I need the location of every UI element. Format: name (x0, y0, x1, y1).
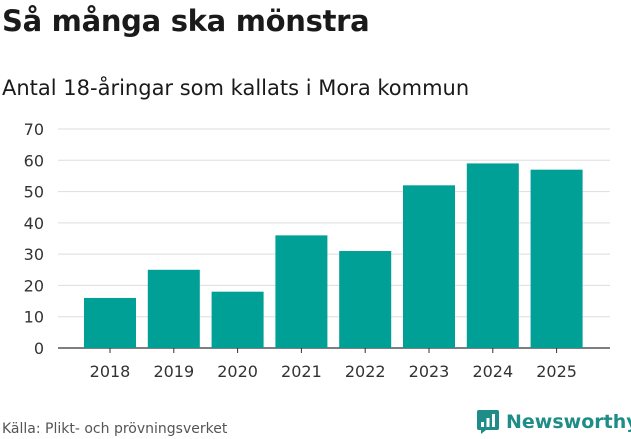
y-tick-label: 10 (24, 308, 44, 327)
y-tick-label: 30 (24, 245, 44, 264)
chart-subtitle: Antal 18-åringar som kallats i Mora komm… (2, 76, 470, 100)
x-tick-label: 2021 (281, 362, 322, 381)
gridlines (58, 128, 610, 349)
y-tick-label: 50 (24, 183, 44, 202)
chart-title: Så många ska mönstra (2, 4, 370, 38)
y-axis-ticks: 0 10 20 30 40 50 60 70 (24, 120, 44, 358)
y-tick-label: 0 (34, 339, 44, 358)
y-tick-label: 70 (24, 120, 44, 139)
y-tick-label: 40 (24, 214, 44, 233)
newsworthy-icon (477, 410, 499, 434)
bar-2019[interactable] (147, 269, 200, 348)
bar-2022[interactable] (339, 251, 392, 348)
bar-2020[interactable] (211, 291, 264, 348)
x-tick-label: 2022 (345, 362, 386, 381)
brand-name: Newsworthy (506, 411, 631, 433)
bar-2021[interactable] (275, 235, 328, 348)
bar-2024[interactable] (466, 163, 519, 348)
bar-2025[interactable] (530, 169, 583, 348)
x-tick-label: 2024 (472, 362, 513, 381)
x-axis-ticks: 2018 2019 2020 2021 2022 2023 2024 2025 (90, 348, 577, 381)
x-tick-label: 2020 (217, 362, 258, 381)
bar-2018[interactable] (84, 297, 136, 348)
bars (84, 163, 583, 348)
bar-2023[interactable] (403, 185, 455, 348)
x-tick-label: 2019 (153, 362, 194, 381)
x-tick-label: 2023 (409, 362, 450, 381)
x-tick-label: 2025 (536, 362, 577, 381)
newsworthy-logo[interactable]: Newsworthy (476, 409, 631, 435)
y-tick-label: 20 (24, 276, 44, 295)
x-tick-label: 2018 (90, 362, 131, 381)
y-tick-label: 60 (24, 151, 44, 170)
source-note: Källa: Plikt- och prövningsverket (2, 421, 228, 437)
